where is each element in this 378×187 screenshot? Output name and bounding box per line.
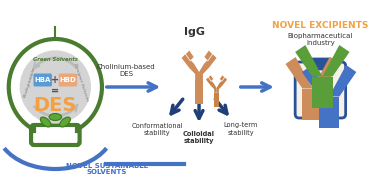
Polygon shape bbox=[206, 77, 217, 93]
Text: NOVEL EXCIPIENTS: NOVEL EXCIPIENTS bbox=[272, 21, 369, 30]
Polygon shape bbox=[322, 45, 350, 76]
Text: HBA: HBA bbox=[34, 77, 51, 83]
FancyBboxPatch shape bbox=[31, 125, 80, 145]
Polygon shape bbox=[329, 65, 356, 96]
Text: Green Solvents: Green Solvents bbox=[33, 56, 78, 62]
Text: IgG: IgG bbox=[184, 27, 204, 37]
Text: +: + bbox=[51, 75, 59, 85]
Ellipse shape bbox=[40, 117, 51, 127]
Text: DES: DES bbox=[34, 96, 77, 114]
Polygon shape bbox=[195, 80, 203, 104]
Text: HBD: HBD bbox=[60, 77, 76, 83]
Polygon shape bbox=[34, 128, 77, 131]
Text: Biodegradable: Biodegradable bbox=[23, 66, 37, 98]
Polygon shape bbox=[220, 75, 225, 81]
Polygon shape bbox=[214, 93, 219, 107]
Text: Colloidal
stability: Colloidal stability bbox=[183, 131, 215, 143]
Polygon shape bbox=[204, 50, 213, 61]
Circle shape bbox=[9, 39, 102, 135]
FancyBboxPatch shape bbox=[59, 73, 77, 87]
Ellipse shape bbox=[60, 117, 70, 127]
Text: Designer Solvents: Designer Solvents bbox=[73, 62, 88, 102]
Polygon shape bbox=[319, 96, 339, 128]
Polygon shape bbox=[302, 88, 323, 120]
Polygon shape bbox=[313, 57, 340, 88]
Text: Conformational
stability: Conformational stability bbox=[132, 122, 183, 136]
Polygon shape bbox=[208, 75, 214, 81]
Circle shape bbox=[20, 51, 90, 123]
Polygon shape bbox=[217, 77, 227, 93]
Polygon shape bbox=[186, 50, 194, 61]
Text: Long-term
stability: Long-term stability bbox=[224, 122, 258, 136]
Polygon shape bbox=[199, 54, 217, 80]
FancyBboxPatch shape bbox=[34, 73, 52, 87]
Text: Biopharmaceutical
industry: Biopharmaceutical industry bbox=[288, 33, 353, 45]
FancyBboxPatch shape bbox=[310, 59, 331, 69]
FancyBboxPatch shape bbox=[295, 62, 345, 118]
Ellipse shape bbox=[49, 114, 62, 120]
Polygon shape bbox=[285, 57, 313, 88]
Polygon shape bbox=[302, 65, 329, 96]
Polygon shape bbox=[181, 54, 199, 80]
Text: NOVEL SUSTAINABLE
SOLVENTS: NOVEL SUSTAINABLE SOLVENTS bbox=[66, 163, 148, 176]
Polygon shape bbox=[312, 76, 333, 108]
Text: Cholinium-based
DES: Cholinium-based DES bbox=[97, 64, 155, 77]
Polygon shape bbox=[295, 45, 322, 76]
Text: =: = bbox=[51, 86, 59, 96]
